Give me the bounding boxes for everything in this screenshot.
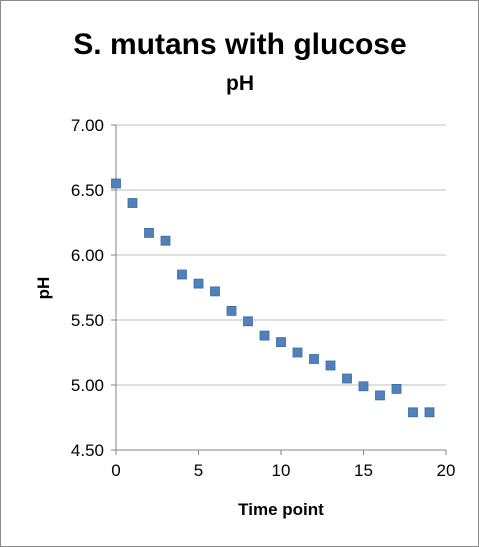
y-tick-label: 6.00 (71, 246, 104, 265)
data-point (160, 235, 171, 246)
data-point (210, 286, 220, 297)
data-point (193, 278, 204, 289)
x-axis-title: Time point (238, 500, 324, 519)
x-tick-label: 20 (437, 461, 456, 480)
y-axis-title: pH (34, 277, 53, 300)
data-point (144, 227, 154, 238)
data-point (177, 269, 187, 280)
data-point (111, 178, 121, 189)
y-tick-label: 7.00 (71, 116, 104, 135)
data-point (342, 373, 352, 384)
chart-subtitle: pH (226, 72, 254, 95)
data-point (276, 337, 286, 348)
y-tick-label: 6.50 (71, 181, 104, 200)
gridlines (116, 124, 446, 386)
data-point (309, 354, 319, 364)
data-point (325, 360, 336, 371)
chart-title: S. mutans with glucose (73, 28, 406, 61)
data-point (424, 407, 435, 418)
data-point (259, 330, 270, 341)
data-point (391, 383, 402, 394)
data-point (243, 316, 253, 327)
y-tick-label: 5.00 (71, 376, 104, 395)
tick-labels: 4.50 5.00 5.50 6.00 6.50 7.00 0 5 10 15 20 (71, 116, 456, 480)
data-point (226, 305, 237, 316)
data-points (111, 178, 435, 418)
data-point (292, 347, 303, 358)
y-tick-label: 4.50 (71, 441, 104, 460)
y-tick-label: 5.50 (71, 311, 104, 330)
x-tick-label: 5 (194, 461, 203, 480)
data-point (375, 390, 385, 401)
x-tick-label: 10 (272, 461, 291, 480)
x-tick-label: 15 (354, 461, 373, 480)
data-point (358, 381, 369, 392)
x-tick-label: 0 (111, 461, 120, 480)
data-point (408, 407, 418, 418)
data-point (127, 198, 138, 208)
axes (111, 124, 447, 455)
